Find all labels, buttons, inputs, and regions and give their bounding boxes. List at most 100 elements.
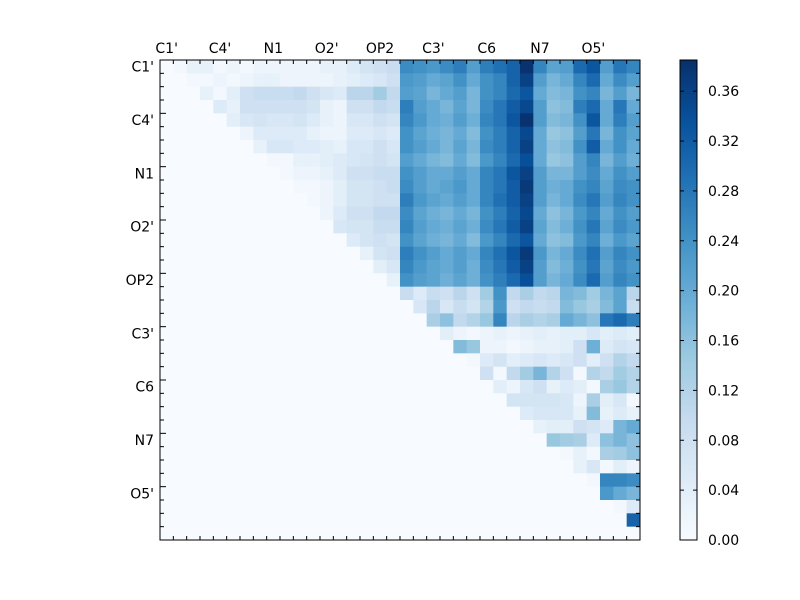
heatmap-cell <box>520 420 534 434</box>
heatmap-cell <box>533 446 548 461</box>
heatmap-cell <box>466 193 481 208</box>
heatmap-cell <box>573 233 588 248</box>
heatmap-cell <box>440 380 454 394</box>
heatmap-cell <box>440 86 454 101</box>
heatmap-cell <box>240 206 254 221</box>
heatmap-cell <box>586 393 601 408</box>
heatmap-cell <box>573 366 588 381</box>
heatmap-cell <box>346 100 361 114</box>
heatmap-cell <box>613 113 628 128</box>
heatmap-cell <box>466 446 481 461</box>
heatmap-cell <box>560 460 574 474</box>
heatmap-cell <box>253 153 268 168</box>
heatmap-cell <box>626 166 641 181</box>
heatmap-cell <box>333 273 348 288</box>
heatmap-cell <box>266 246 281 261</box>
heatmap-cell <box>600 73 614 88</box>
heatmap-cell <box>453 273 468 288</box>
heatmap-cell <box>226 73 241 88</box>
heatmap-cell <box>360 153 374 168</box>
heatmap-cell <box>240 433 254 448</box>
heatmap-cell <box>240 380 254 394</box>
heatmap-cell <box>493 393 508 408</box>
x-tick-label: O5' <box>581 41 605 57</box>
heatmap-cell <box>386 60 401 74</box>
heatmap-cell <box>440 433 454 448</box>
heatmap-cell <box>200 473 214 488</box>
heatmap-cell <box>280 246 294 261</box>
heatmap-cell <box>613 193 628 208</box>
heatmap-cell <box>320 393 334 408</box>
heatmap-cell <box>600 300 614 314</box>
heatmap-cell <box>560 473 574 488</box>
heatmap-cell <box>506 206 521 221</box>
heatmap-cell <box>280 486 294 501</box>
heatmap-cell <box>506 486 521 501</box>
heatmap-cell <box>240 260 254 274</box>
heatmap-cell <box>333 180 348 194</box>
heatmap-cell <box>306 513 321 528</box>
heatmap-cell <box>213 380 228 394</box>
heatmap-cell <box>506 366 521 381</box>
y-tick-label: C3' <box>131 326 154 342</box>
heatmap-cell <box>293 73 308 88</box>
heatmap-cell <box>560 500 574 514</box>
heatmap-cell <box>480 86 494 101</box>
heatmap-cell <box>440 313 454 328</box>
heatmap-cell <box>506 420 521 434</box>
heatmap-cell <box>426 526 441 541</box>
heatmap-cell <box>546 273 561 288</box>
heatmap-cell <box>226 113 241 128</box>
heatmap-cell <box>400 100 414 114</box>
heatmap-cell <box>346 460 361 474</box>
heatmap-cell <box>520 126 534 141</box>
heatmap-cell <box>453 100 468 114</box>
heatmap-cell <box>160 193 174 208</box>
heatmap-cell <box>493 126 508 141</box>
heatmap-cell <box>466 113 481 128</box>
heatmap-cell <box>360 86 374 101</box>
heatmap-cell <box>186 313 201 328</box>
heatmap-cell <box>226 513 241 528</box>
heatmap-cell <box>573 193 588 208</box>
heatmap-cell <box>386 100 401 114</box>
heatmap-cell <box>186 246 201 261</box>
heatmap-cell <box>333 60 348 74</box>
heatmap-cell <box>293 486 308 501</box>
heatmap-cell <box>373 206 388 221</box>
heatmap-cell <box>480 246 494 261</box>
heatmap-cell <box>506 86 521 101</box>
heatmap-cell <box>253 220 268 234</box>
heatmap-cell <box>520 166 534 181</box>
y-tick-label: OP2 <box>126 273 154 289</box>
heatmap-cell <box>226 486 241 501</box>
heatmap-cell <box>600 246 614 261</box>
heatmap-cell <box>346 500 361 514</box>
heatmap-cell <box>293 326 308 341</box>
heatmap-cell <box>466 60 481 74</box>
heatmap-cell <box>266 126 281 141</box>
heatmap-cell <box>293 353 308 368</box>
heatmap-cell <box>426 340 441 354</box>
heatmap-cell <box>306 486 321 501</box>
heatmap-cell <box>186 233 201 248</box>
heatmap-cell <box>213 113 228 128</box>
heatmap-cell <box>320 380 334 394</box>
heatmap-cell <box>160 353 174 368</box>
heatmap-cell <box>226 300 241 314</box>
heatmap-cell <box>320 206 334 221</box>
heatmap-cell <box>480 446 494 461</box>
heatmap-cell <box>440 353 454 368</box>
heatmap-cell <box>253 300 268 314</box>
heatmap-cell <box>160 500 174 514</box>
heatmap-cell <box>240 406 254 421</box>
heatmap-cell <box>266 140 281 154</box>
heatmap-cell <box>386 206 401 221</box>
heatmap-cell <box>520 313 534 328</box>
y-tick-label: C1' <box>131 60 154 76</box>
heatmap-cell <box>506 460 521 474</box>
heatmap-cell <box>626 486 641 501</box>
heatmap-cell <box>480 73 494 88</box>
heatmap-cell <box>440 500 454 514</box>
heatmap-cell <box>333 166 348 181</box>
